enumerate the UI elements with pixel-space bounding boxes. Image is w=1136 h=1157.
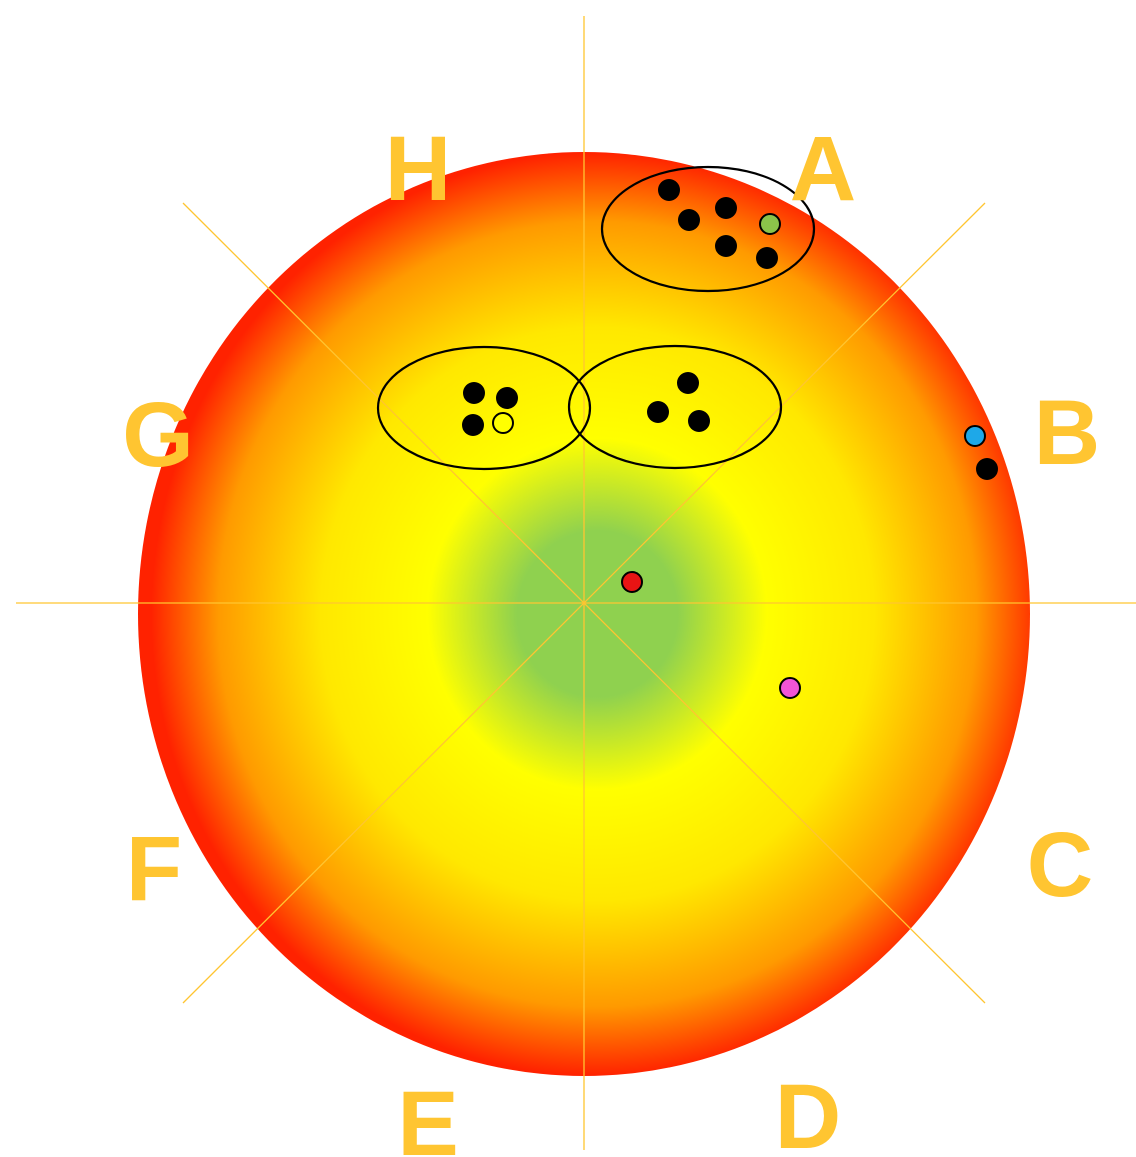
sector-label-d: D: [775, 1066, 841, 1157]
black-marker: [658, 179, 680, 201]
sector-label-b: B: [1034, 382, 1100, 484]
group-left-ellipse: [376, 345, 592, 471]
guide-lines: [16, 16, 1136, 1150]
black-marker: [496, 387, 518, 409]
red-marker: [621, 571, 643, 593]
group-right-ellipse: [567, 344, 783, 470]
diagonal-line-nw-se: [182, 202, 986, 1004]
pink-marker: [779, 677, 801, 699]
black-marker: [976, 458, 998, 480]
sector-label-h: H: [385, 118, 451, 220]
black-marker: [688, 410, 710, 432]
black-marker: [677, 372, 699, 394]
sector-label-a: A: [790, 118, 856, 220]
black-marker: [463, 382, 485, 404]
hollow-marker: [492, 412, 514, 434]
black-marker: [715, 197, 737, 219]
blue-marker: [964, 425, 986, 447]
group-top-right-ellipse: [600, 165, 816, 293]
sector-label-f: F: [126, 818, 182, 920]
black-marker: [678, 209, 700, 231]
black-marker: [756, 247, 778, 269]
black-marker: [647, 401, 669, 423]
sector-label-c: C: [1027, 814, 1093, 916]
black-marker: [715, 235, 737, 257]
sector-label-e: E: [397, 1073, 458, 1157]
sector-label-g: G: [122, 384, 194, 486]
black-marker: [462, 414, 484, 436]
green-marker: [759, 213, 781, 235]
